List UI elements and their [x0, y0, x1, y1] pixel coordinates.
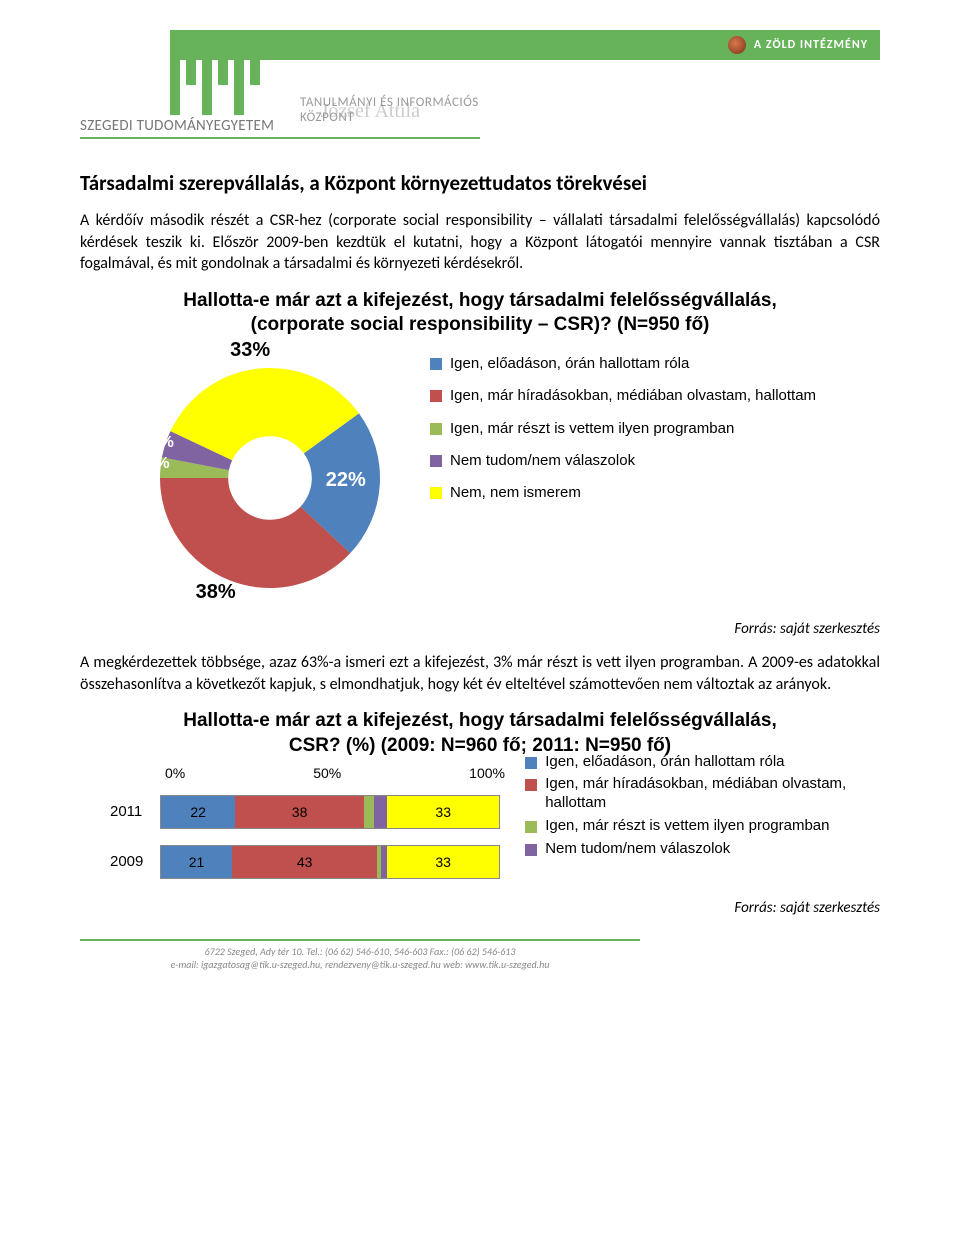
tick-100: 100%	[469, 765, 505, 781]
legend-swatch-icon	[430, 487, 442, 499]
legend-item: Igen, már híradásokban, médiában olvasta…	[525, 775, 880, 813]
bar-segment: 22	[161, 796, 235, 828]
legend-swatch-icon	[525, 821, 537, 833]
green-badge-text: A ZÖLD INTÉZMÉNY	[754, 38, 868, 52]
tick-0: 0%	[165, 765, 185, 781]
content: Társadalmi szerepvállalás, a Központ kör…	[80, 170, 880, 917]
globe-icon	[728, 36, 746, 54]
donut-chart-block: Hallotta-e már azt a kifejezést, hogy tá…	[80, 289, 880, 608]
stacked-bar-chart: 0% 50% 100% 20112238 33 20092143 33	[110, 759, 505, 887]
bar-row: 20092143 33	[110, 837, 505, 887]
legend-label: Nem, nem ismerem	[450, 483, 581, 503]
page: A ZÖLD INTÉZMÉNY József Attila TANULMÁNY…	[0, 0, 960, 991]
legend-item: Nem, nem ismerem	[430, 483, 816, 503]
legend-item: Igen, már részt is vettem ilyen programb…	[525, 817, 880, 836]
legend-swatch-icon	[430, 390, 442, 402]
legend-item: Igen, előadáson, órán hallottam róla	[525, 753, 880, 772]
legend-label: Igen, előadáson, órán hallottam róla	[450, 354, 689, 374]
legend-label: Igen, már részt is vettem ilyen programb…	[545, 817, 829, 836]
donut-chart: 22%38%3%4%33%	[120, 348, 420, 608]
intro-paragraph: A kérdőív második részét a CSR-hez (corp…	[80, 210, 880, 275]
bar-segment	[374, 796, 388, 828]
donut-legend: Igen, előadáson, órán hallottam róla Igen…	[430, 348, 816, 515]
bar-segment	[381, 846, 388, 878]
bar-segment: 43	[232, 846, 377, 878]
legend-item: Nem tudom/nem válaszolok	[525, 840, 880, 859]
bar-stack: 2143 33	[160, 845, 500, 879]
tick-50: 50%	[313, 765, 341, 781]
legend-item: Igen, előadáson, órán hallottam róla	[430, 354, 816, 374]
header-green-bar: A ZÖLD INTÉZMÉNY	[170, 30, 880, 60]
donut-pct-label: 33%	[230, 339, 270, 362]
legend-swatch-icon	[430, 455, 442, 467]
legend-label: Igen, már híradásokban, médiában olvasta…	[545, 775, 880, 813]
source-label-1: Forrás: saját szerkesztés	[80, 620, 880, 638]
section-title: Társadalmi szerepvállalás, a Központ kör…	[80, 170, 880, 196]
bar-year-label: 2009	[110, 853, 160, 870]
legend-item: Igen, már híradásokban, médiában olvasta…	[430, 386, 816, 406]
donut-pct-label: 38%	[196, 581, 236, 604]
bar-stack: 2238 33	[160, 795, 500, 829]
stacked-bar-block: Hallotta-e már azt a kifejezést, hogy tá…	[80, 709, 880, 886]
legend-label: Igen, előadáson, órán hallottam róla	[545, 753, 784, 772]
source-label-2: Forrás: saját szerkesztés	[80, 899, 880, 917]
second-paragraph: A megkérdezettek többsége, azaz 63%-a is…	[80, 652, 880, 695]
bar-segment: 33	[387, 846, 499, 878]
legend-item: Nem tudom/nem válaszolok	[430, 451, 816, 471]
legend-label: Nem tudom/nem válaszolok	[545, 840, 730, 859]
university-block: József Attila TANULMÁNYI ÉS INFORMÁCIÓS …	[80, 100, 480, 139]
legend-swatch-icon	[525, 844, 537, 856]
bar-segment: 21	[161, 846, 232, 878]
legend-swatch-icon	[430, 423, 442, 435]
legend-label: Nem tudom/nem válaszolok	[450, 451, 635, 471]
legend-label: Igen, már híradásokban, médiában olvasta…	[450, 386, 816, 406]
bar-year-label: 2011	[110, 803, 160, 820]
page-footer: 6722 Szeged, Ady tér 10. Tel.: (06 62) 5…	[80, 939, 640, 971]
legend-swatch-icon	[525, 779, 537, 791]
university-subtitle: TANULMÁNYI ÉS INFORMÁCIÓS KÖZPONT	[300, 95, 480, 125]
bar-segment	[364, 796, 374, 828]
donut-pct-label: 22%	[326, 469, 366, 492]
legend-swatch-icon	[430, 358, 442, 370]
donut-pct-label: 4%	[151, 434, 174, 452]
legend-item: Igen, már részt is vettem ilyen programb…	[430, 419, 816, 439]
donut-pct-label: 3%	[146, 455, 169, 473]
legend-swatch-icon	[525, 757, 537, 769]
stacked-bar-title: Hallotta-e már azt a kifejezést, hogy tá…	[170, 709, 790, 758]
footer-line-1: 6722 Szeged, Ady tér 10. Tel.: (06 62) 5…	[80, 945, 640, 958]
legend-label: Igen, már részt is vettem ilyen programb…	[450, 419, 734, 439]
footer-line-2: e-mail: igazgatosag@tik.u-szeged.hu, ren…	[80, 958, 640, 971]
bar-segment: 38	[235, 796, 363, 828]
bar-segment: 33	[387, 796, 499, 828]
x-axis-labels: 0% 50% 100%	[165, 765, 505, 781]
donut-chart-title: Hallotta-e már azt a kifejezést, hogy tá…	[170, 289, 790, 338]
stacked-bar-legend: Igen, előadáson, órán hallottam róla Igen…	[525, 753, 880, 887]
bar-row: 20112238 33	[110, 787, 505, 837]
